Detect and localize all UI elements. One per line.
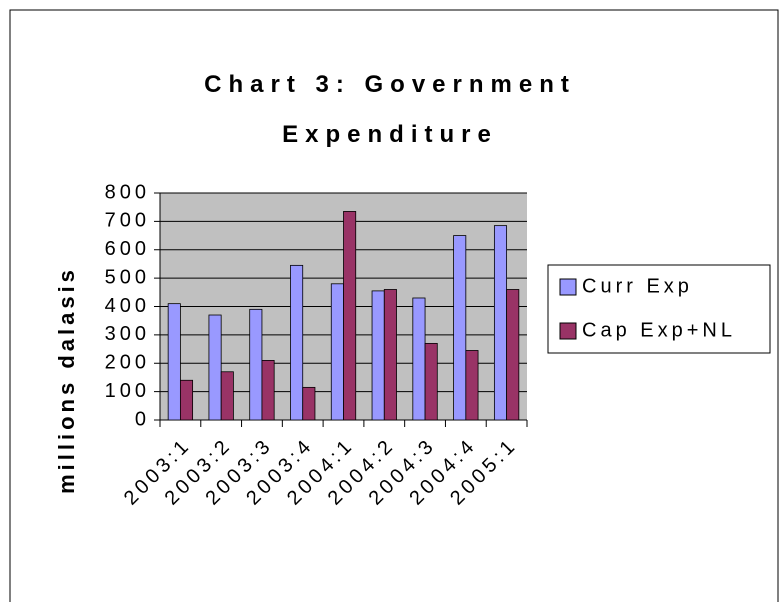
legend-box xyxy=(547,264,771,354)
y-tick-label: 200 xyxy=(105,352,150,374)
bar xyxy=(302,386,316,421)
bar xyxy=(465,350,479,421)
y-tick-label: 500 xyxy=(105,266,150,288)
y-tick-label: 600 xyxy=(105,238,150,260)
y-tick-label: 800 xyxy=(105,181,150,203)
bar xyxy=(343,211,357,421)
bar xyxy=(493,225,508,421)
chart-title: Chart 3: Government Expenditure xyxy=(204,71,576,148)
bar xyxy=(424,342,438,421)
y-tick-label: 0 xyxy=(135,408,150,430)
legend-label: Cap Exp+NL xyxy=(582,319,736,341)
bar xyxy=(249,308,263,421)
bar xyxy=(290,264,304,421)
bar xyxy=(371,290,385,421)
bar xyxy=(383,289,397,421)
bar xyxy=(179,379,194,421)
y-tick-label: 400 xyxy=(105,295,150,317)
legend-swatch xyxy=(559,322,577,340)
legend-swatch xyxy=(559,278,577,296)
bar xyxy=(330,283,344,421)
bar xyxy=(261,360,275,421)
bar xyxy=(453,235,467,421)
chart-frame xyxy=(9,9,779,602)
y-tick-label: 100 xyxy=(105,380,150,402)
y-tick-label: 300 xyxy=(105,323,150,345)
bar xyxy=(167,303,181,421)
legend-label: Curr Exp xyxy=(582,275,693,297)
y-axis-label: millions dalasis xyxy=(54,266,79,494)
bar xyxy=(208,314,222,421)
bar xyxy=(220,371,234,421)
y-tick-label: 700 xyxy=(105,210,150,232)
bar xyxy=(506,289,520,421)
bar xyxy=(412,297,426,421)
